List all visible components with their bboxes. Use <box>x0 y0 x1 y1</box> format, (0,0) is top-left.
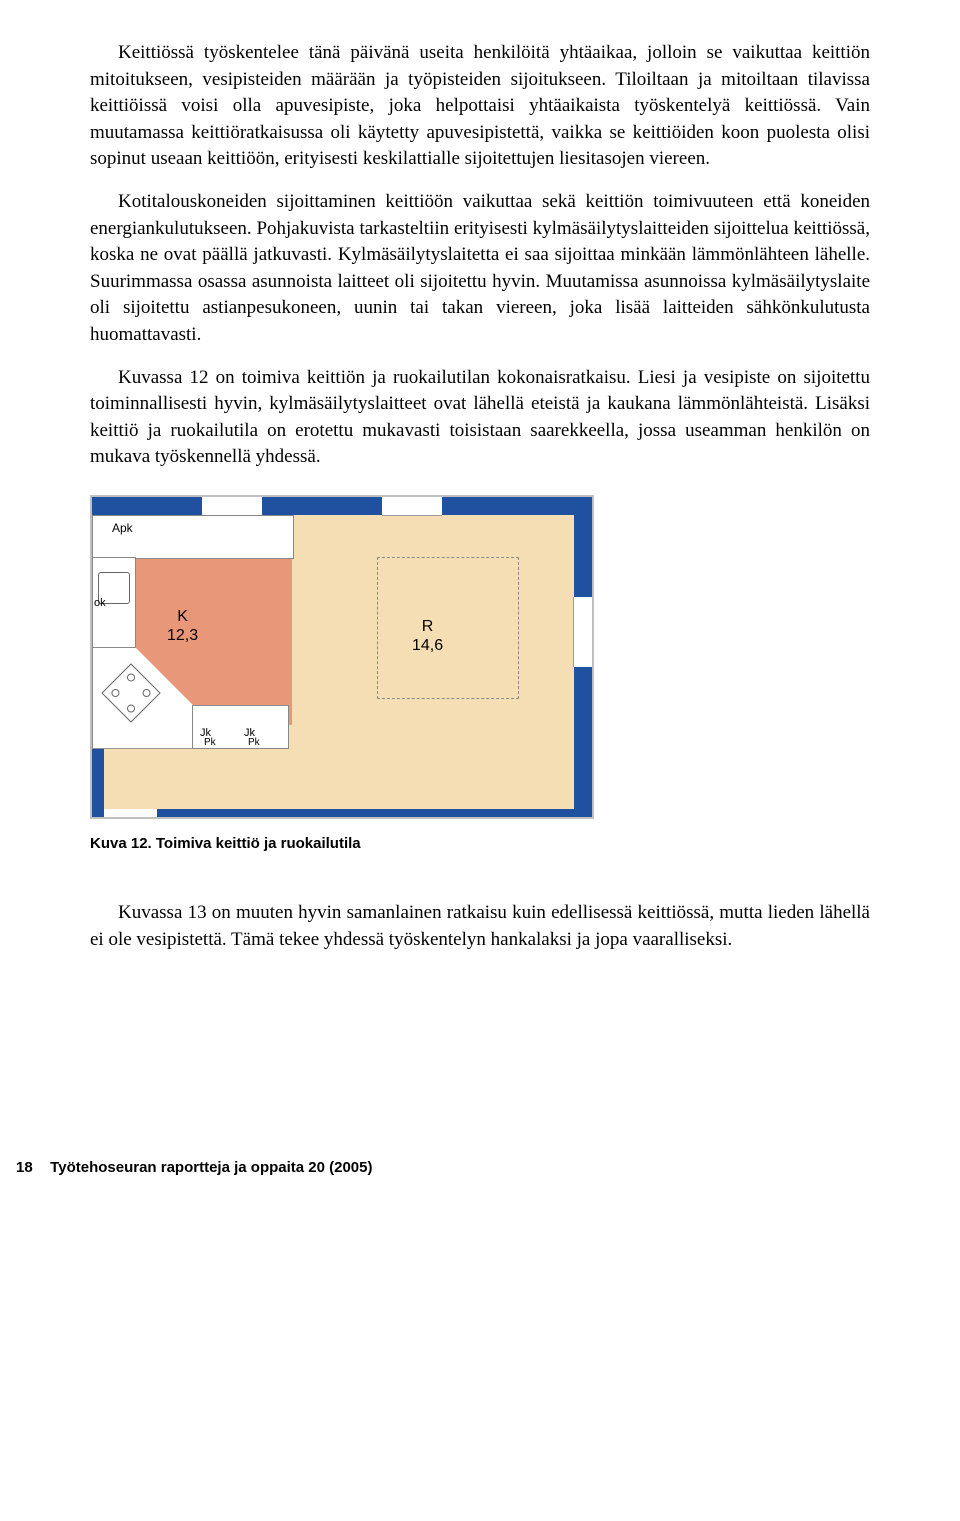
dining-label: R 14,6 <box>412 617 443 655</box>
burner-icon <box>125 672 136 683</box>
burner-icon <box>141 687 152 698</box>
paragraph-2: Kotitalouskoneiden sijoittaminen keittiö… <box>90 189 870 349</box>
figure-12: Apk ok K 12,3 R 14,6 Jk Jk Pk Pk Kuva 12… <box>90 495 870 852</box>
floorplan-diagram: Apk ok K 12,3 R 14,6 Jk Jk Pk Pk <box>90 495 594 819</box>
apk-label: Apk <box>112 521 133 535</box>
ok-label: ok <box>94 597 106 609</box>
window-2 <box>382 497 442 516</box>
burner-icon <box>110 687 121 698</box>
paragraph-3: Kuvassa 12 on toimiva keittiön ja ruokai… <box>90 365 870 471</box>
kitchen-area: 12,3 <box>167 627 198 644</box>
paragraph-1: Keittiössä työskentelee tänä päivänä use… <box>90 40 870 173</box>
paragraph-4: Kuvassa 13 on muuten hyvin samanlainen r… <box>90 900 870 953</box>
figure-caption: Kuva 12. Toimiva keittiö ja ruokailutila <box>90 835 870 852</box>
kitchen-letter: K <box>177 608 188 625</box>
page-content: Keittiössä työskentelee tänä päivänä use… <box>0 0 960 999</box>
dining-area-outline <box>377 557 519 699</box>
window-1 <box>202 497 262 516</box>
kitchen-label: K 12,3 <box>167 607 198 645</box>
window-3 <box>573 597 592 667</box>
wall-top <box>92 497 592 515</box>
publication-title: Työtehoseuran raportteja ja oppaita 20 (… <box>50 1159 372 1176</box>
burner-icon <box>125 703 136 714</box>
dining-letter: R <box>422 618 434 635</box>
wall-left-lower <box>92 737 104 817</box>
dining-area-value: 14,6 <box>412 637 443 654</box>
page-footer: 18 Työtehoseuran raportteja ja oppaita 2… <box>0 1159 960 1206</box>
pk-label-2: Pk <box>248 737 260 748</box>
pk-label-1: Pk <box>204 737 216 748</box>
page-number: 18 <box>16 1159 46 1176</box>
wall-bottom <box>157 809 592 817</box>
